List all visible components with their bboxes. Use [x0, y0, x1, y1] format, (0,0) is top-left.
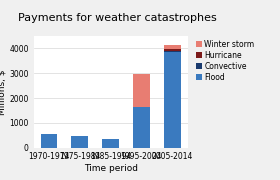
Bar [164, 52, 181, 148]
Bar [133, 107, 150, 148]
Bar [41, 134, 57, 148]
Text: Payments for weather catastrophes: Payments for weather catastrophes [18, 13, 217, 23]
Y-axis label: Millions, $: Millions, $ [0, 69, 6, 114]
Bar [133, 75, 150, 107]
Bar [102, 139, 119, 148]
Bar [164, 51, 181, 52]
X-axis label: Time period: Time period [84, 164, 137, 173]
Legend: Winter storm, Hurricane, Convective, Flood: Winter storm, Hurricane, Convective, Flo… [196, 40, 255, 82]
Bar [164, 45, 181, 49]
Bar [164, 49, 181, 51]
Bar [71, 136, 88, 148]
